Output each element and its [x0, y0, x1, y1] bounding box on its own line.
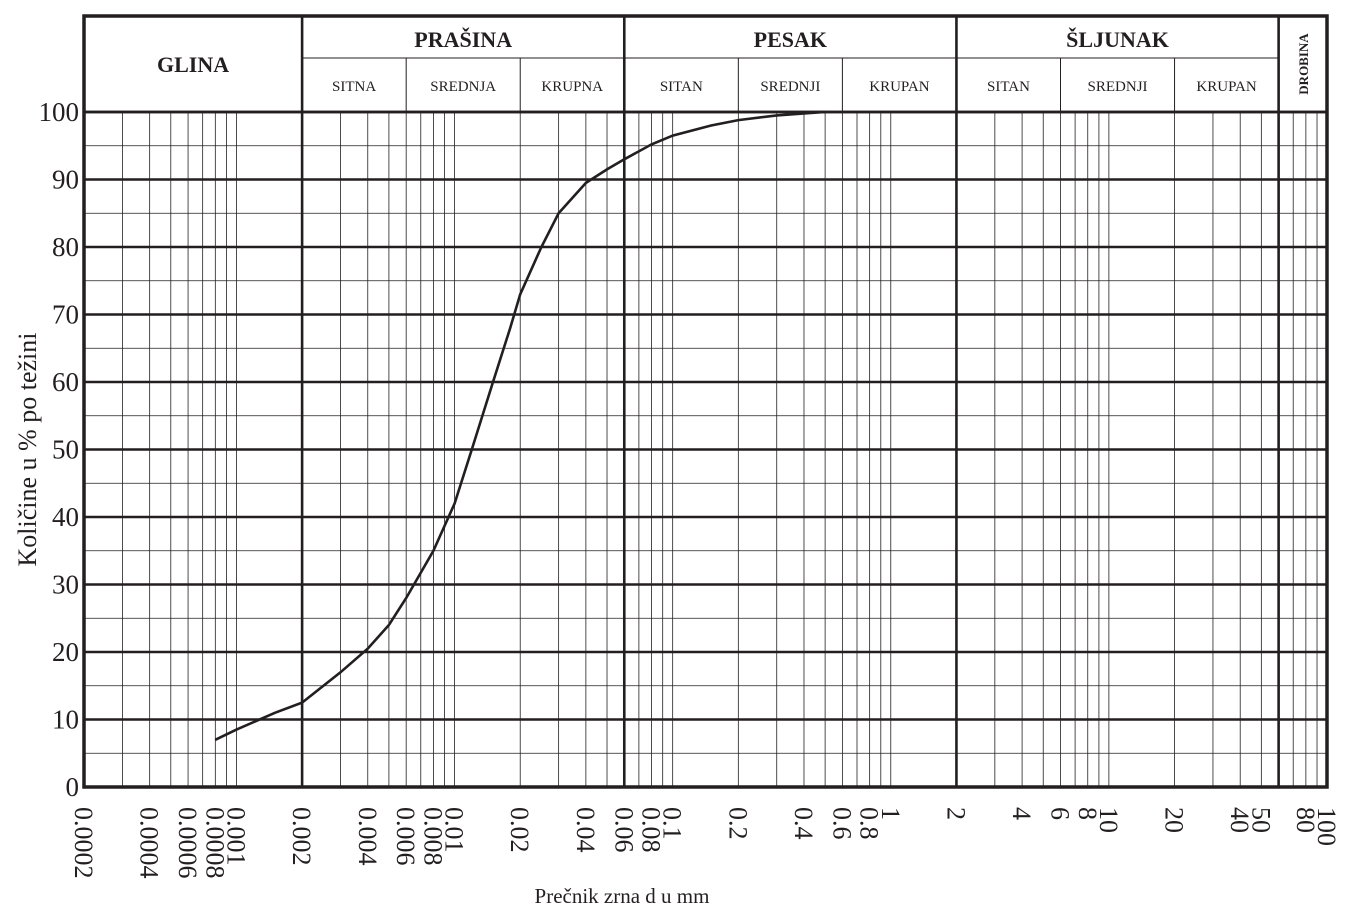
x-tick-label: 80 — [1291, 807, 1320, 833]
y-tick-label: 50 — [52, 435, 79, 465]
x-tick-label: 0.08 — [637, 807, 666, 853]
x-axis-label: Prečnik zrna d u mm — [535, 884, 710, 908]
x-tick-label: 0.0004 — [135, 807, 164, 879]
soil-class-label: PRAŠINA — [414, 27, 512, 52]
x-tick-label: 0.001 — [221, 807, 250, 866]
x-tick-label: 100 — [1312, 807, 1341, 846]
soil-class-label: PESAK — [754, 27, 827, 52]
x-tick-label: 0.8 — [855, 807, 884, 840]
y-tick-label: 90 — [52, 165, 79, 195]
x-tick-label: 0.0002 — [69, 807, 98, 879]
x-tick-label: 20 — [1160, 807, 1189, 833]
x-tick-label: 6 — [1046, 807, 1075, 820]
x-tick-label: 0.002 — [287, 807, 316, 866]
x-tick-label: 8 — [1073, 807, 1102, 820]
soil-class-label: GLINA — [157, 52, 229, 77]
x-tick-label: 0.0006 — [173, 807, 202, 879]
x-tick-label: 0.008 — [418, 807, 447, 866]
soil-subclass-label: SREDNJI — [760, 79, 820, 95]
y-tick-label: 10 — [52, 705, 79, 735]
soil-subclass-label: SITAN — [987, 79, 1030, 95]
y-axis-label: Količine u % po težini — [13, 333, 42, 567]
y-tick-label: 30 — [52, 570, 79, 600]
x-tick-label: 0.4 — [789, 807, 818, 840]
x-tick-label: 10 — [1094, 807, 1123, 833]
x-tick-label: 2 — [941, 807, 970, 820]
y-tick-label: 0 — [66, 772, 80, 802]
soil-subclass-label: SITAN — [660, 79, 703, 95]
y-axis-ticks: 0 10 20 30 40 50 60 70 80 90 100 — [39, 97, 80, 802]
soil-subclass-label: KRUPAN — [1196, 79, 1256, 95]
x-tick-label: 40 — [1225, 807, 1254, 833]
x-tick-label: 50 — [1246, 807, 1275, 833]
soil-subclass-label: SREDNJI — [1088, 79, 1148, 95]
x-tick-label: 0.004 — [353, 807, 382, 866]
x-tick-label: 0.01 — [440, 807, 469, 853]
chart-frame — [82, 14, 1329, 789]
y-tick-label: 70 — [52, 300, 79, 330]
x-tick-label: 1 — [876, 807, 905, 820]
x-tick-label: 0.006 — [391, 807, 420, 866]
x-tick-label: 0.1 — [658, 807, 687, 840]
y-tick-label: 60 — [52, 367, 79, 397]
soil-subclass-label: KRUPNA — [541, 79, 603, 95]
x-tick-label: 0.06 — [609, 807, 638, 853]
x-tick-label: 0.0008 — [200, 807, 229, 879]
x-tick-label: 0.6 — [827, 807, 856, 840]
grain-size-curve — [214, 110, 826, 741]
x-tick-label: 0.2 — [723, 807, 752, 840]
soil-subclass-label: SITNA — [332, 79, 376, 95]
soil-subclass-label: SREDNJA — [430, 79, 496, 95]
x-tick-label: 0.04 — [571, 807, 600, 853]
y-tick-label: 100 — [39, 97, 80, 127]
soil-subclass-label: KRUPAN — [869, 79, 929, 95]
soil-class-label: DROBINA — [1296, 33, 1311, 95]
y-tick-label: 40 — [52, 502, 79, 532]
x-tick-label: 0.02 — [505, 807, 534, 853]
soil-class-label: ŠLJUNAK — [1066, 27, 1169, 52]
x-tick-label: 4 — [1007, 807, 1036, 820]
soil-classification-header: GLINA PRAŠINA SITNA SREDNJA KRUPNA PESAK SITAN… — [84, 16, 1327, 787]
y-tick-label: 20 — [52, 637, 79, 667]
y-tick-label: 80 — [52, 232, 79, 262]
